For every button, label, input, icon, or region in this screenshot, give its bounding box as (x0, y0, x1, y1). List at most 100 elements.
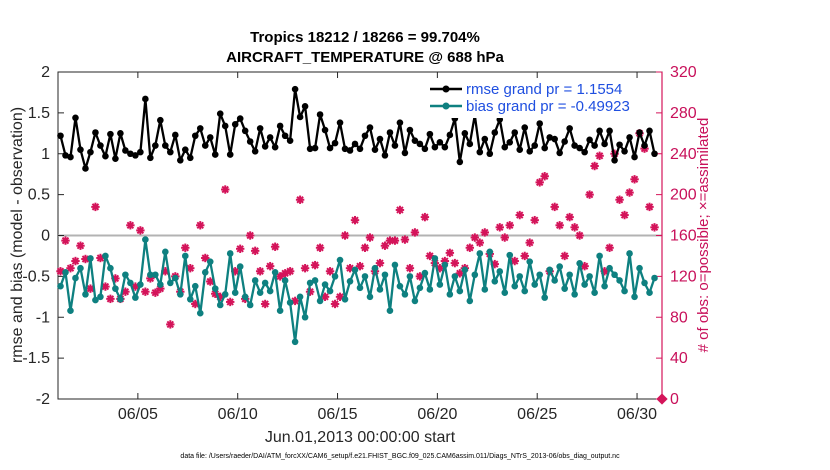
obs-point-stroke (560, 252, 569, 260)
obs-point-stroke (516, 211, 524, 219)
bias-point (211, 285, 219, 292)
chart-title-line1: Tropics 18212 / 18266 = 99.704% (250, 29, 480, 46)
obs-point-stroke (481, 228, 489, 237)
rmse-point (556, 149, 563, 157)
bias-point (221, 291, 229, 298)
y-tick-label: -0.5 (22, 268, 50, 285)
rmse-point (446, 131, 454, 139)
obs-point (570, 223, 579, 232)
bias-point (157, 281, 164, 288)
rmse-point (286, 137, 294, 144)
bias-point (396, 282, 404, 290)
rmse-point (441, 143, 449, 151)
obs-point (71, 256, 80, 266)
bias-point (191, 282, 199, 290)
obs-point-stroke (426, 252, 434, 260)
rmse-point (112, 155, 119, 162)
bias-point (176, 291, 184, 298)
rmse-point (346, 147, 354, 154)
rmse-point (431, 143, 439, 151)
obs-point (630, 175, 639, 184)
obs-point (620, 210, 629, 220)
x-axis: 06/05 06/10 06/15 06/20 06/25 06/30 (118, 72, 657, 423)
obs-point (615, 195, 624, 204)
obs-point (475, 238, 485, 247)
obs-point (66, 264, 75, 273)
x-axis-label: Jun.01,2013 00:00:00 start (265, 429, 456, 446)
rmse-point (92, 129, 99, 136)
y2-axis: 0 40 80 120 160 200 240 280 320 (656, 64, 697, 408)
bias-point (386, 307, 394, 315)
bias-point (251, 277, 259, 284)
obs-point-stroke (381, 242, 389, 250)
obs-point-stroke (301, 264, 309, 272)
rmse-point (57, 132, 64, 140)
bias-point (491, 277, 499, 285)
bias-point (162, 248, 169, 256)
bias-point (351, 266, 359, 274)
rmse-point (261, 143, 269, 150)
bias-point (181, 252, 189, 260)
bias-point (196, 309, 204, 317)
obs-point-stroke (511, 257, 519, 265)
bias-point (426, 286, 434, 293)
obs-point-stroke (226, 298, 234, 306)
bias-point (147, 271, 154, 279)
obs-point (645, 202, 654, 212)
bias-point (461, 266, 469, 274)
obs-point-stroke (575, 231, 584, 240)
obs-point-stroke (501, 233, 509, 242)
rmse-point (411, 137, 419, 144)
obs-point (515, 210, 524, 220)
bias-point (501, 289, 509, 297)
obs-point (650, 223, 659, 232)
bias-point (97, 293, 104, 301)
obs-point-stroke (106, 295, 115, 303)
x-tick-label: 06/20 (417, 406, 457, 423)
obs-point-stroke (336, 293, 344, 301)
rmse-point (117, 130, 124, 137)
bias-point (566, 271, 573, 279)
y2-zero-marker (656, 393, 668, 405)
obs-point-stroke (526, 238, 534, 247)
rmse-point (351, 140, 359, 148)
obs-point (590, 161, 599, 171)
obs-point (405, 264, 415, 273)
rmse-point (651, 150, 658, 158)
y-tick-label: -1.5 (22, 350, 50, 367)
rmse-point (152, 142, 159, 149)
obs-point-stroke (620, 211, 629, 219)
bias-point (127, 279, 134, 287)
rmse-point (456, 158, 464, 166)
obs-point (535, 178, 544, 187)
obs-point-stroke (126, 221, 135, 229)
bias-point (416, 284, 424, 292)
obs-point-stroke (256, 267, 264, 275)
rmse-point (196, 125, 204, 132)
y-tick-label: 0.5 (28, 187, 50, 204)
obs-point-stroke (406, 264, 414, 272)
bias-point (571, 291, 578, 298)
obs-point (465, 243, 475, 252)
obs-point-stroke (331, 300, 339, 308)
rmse-point (541, 144, 548, 152)
rmse-point (366, 124, 374, 131)
rmse-point (391, 142, 399, 149)
obs-point (445, 248, 455, 258)
y-tick-label: -2 (36, 391, 50, 408)
bias-point (112, 285, 119, 292)
obs-point-stroke (585, 190, 594, 199)
obs-point (235, 244, 245, 253)
obs-point-stroke (595, 152, 604, 160)
bias-point (621, 287, 628, 295)
obs-point (555, 221, 564, 230)
obs-point-stroke (341, 231, 349, 240)
bias-point (241, 293, 249, 301)
obs-point-stroke (565, 213, 574, 221)
bias-point (266, 287, 274, 295)
rmse-point (251, 147, 259, 155)
y2-tick-label: 240 (670, 146, 697, 163)
obs-point (61, 236, 70, 245)
obs-point-stroke (535, 178, 544, 187)
obs-point-stroke (266, 262, 274, 270)
